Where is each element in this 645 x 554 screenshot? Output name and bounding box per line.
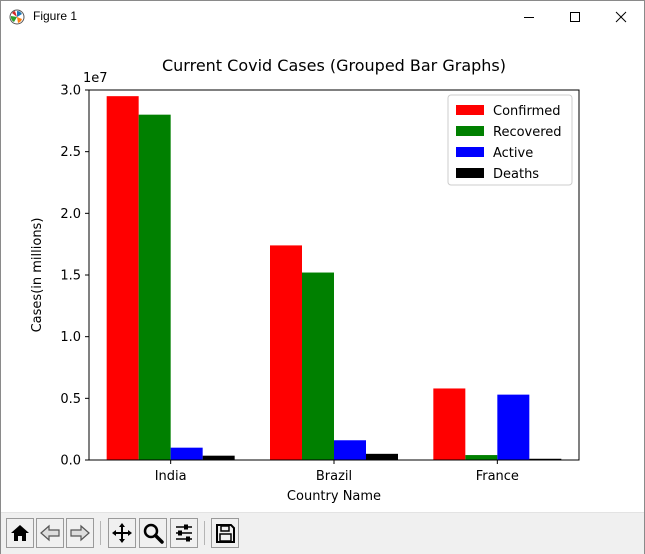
window-title: Figure 1 [33,9,78,23]
save-button[interactable] [211,518,239,548]
bars-group [106,96,562,461]
home-button[interactable] [6,518,34,548]
bar-active-france [497,394,530,460]
y-tick-label: 1.0 [60,330,81,345]
bar-recovered-india [138,114,171,461]
minimize-button[interactable] [506,1,552,33]
save-icon [216,524,235,543]
bar-confirmed-india [106,96,139,460]
toolbar-separator [204,521,205,545]
chart-title: Current Covid Cases (Grouped Bar Graphs) [162,56,506,75]
configure-subplots-icon [176,524,192,542]
y-offset-text: 1e7 [83,71,108,86]
maximize-icon [570,12,580,22]
legend-box [447,94,573,186]
y-tick-label: 1.5 [60,269,81,284]
x-tick-label: Brazil [316,469,352,484]
legend-swatch [456,147,484,157]
legend-label: Confirmed [493,104,561,119]
back-icon [40,524,60,542]
navigation-toolbar [1,512,644,554]
pan-button[interactable] [108,518,136,548]
bar-recovered-france [465,455,498,460]
y-tick-label: 2.5 [60,145,81,160]
forward-icon [70,524,90,542]
legend-label: Active [493,146,533,161]
zoom-button[interactable] [139,518,167,548]
legend-label: Deaths [493,167,539,182]
bar-deaths-brazil [366,453,398,460]
y-tick-label: 0.0 [60,454,81,469]
back-button[interactable] [36,518,64,548]
bar-chart: 0.00.51.01.52.02.53.0 India Brazil France … [30,56,580,504]
bar-recovered-brazil [302,272,334,460]
bar-deaths-india [202,455,235,460]
bar-active-india [170,447,203,460]
x-axis: India Brazil France [155,460,519,484]
y-axis: 0.0 0.5 1.0 1.5 2.0 2.5 3.0 [60,84,89,469]
close-icon [615,11,627,23]
y-tick-label: 2.0 [60,207,81,222]
legend: Confirmed Recovered Active Deaths [447,94,573,186]
bar-confirmed-france [433,388,466,460]
y-tick-label: 3.0 [60,84,81,99]
x-tick-label: France [476,469,519,484]
forward-button[interactable] [66,518,94,548]
bar-active-brazil [334,440,366,460]
x-tick-label: India [155,469,187,484]
legend-swatch [456,168,484,178]
legend-swatch [456,105,484,115]
maximize-button[interactable] [552,1,598,33]
y-tick-label: 0.5 [60,392,81,407]
figure-canvas[interactable]: 0.0 0.5 1.0 1.5 2.0 2.5 3.0 India Brazil France … [1,33,644,511]
configure-subplots-button[interactable] [170,518,198,548]
home-icon [11,525,29,541]
title-bar[interactable]: Figure 1 [1,1,644,33]
legend-swatch [456,126,484,136]
zoom-icon [143,523,164,544]
toolbar-separator [100,521,101,545]
x-axis-label: Country Name [287,489,381,504]
minimize-icon [524,17,534,18]
y-axis-label: Cases(in millions) [30,218,45,333]
matplotlib-icon [9,9,25,25]
bar-confirmed-brazil [270,245,302,460]
pan-icon [112,523,132,543]
close-button[interactable] [598,1,644,33]
bar-deaths-france [529,458,562,460]
legend-label: Recovered [493,125,562,140]
